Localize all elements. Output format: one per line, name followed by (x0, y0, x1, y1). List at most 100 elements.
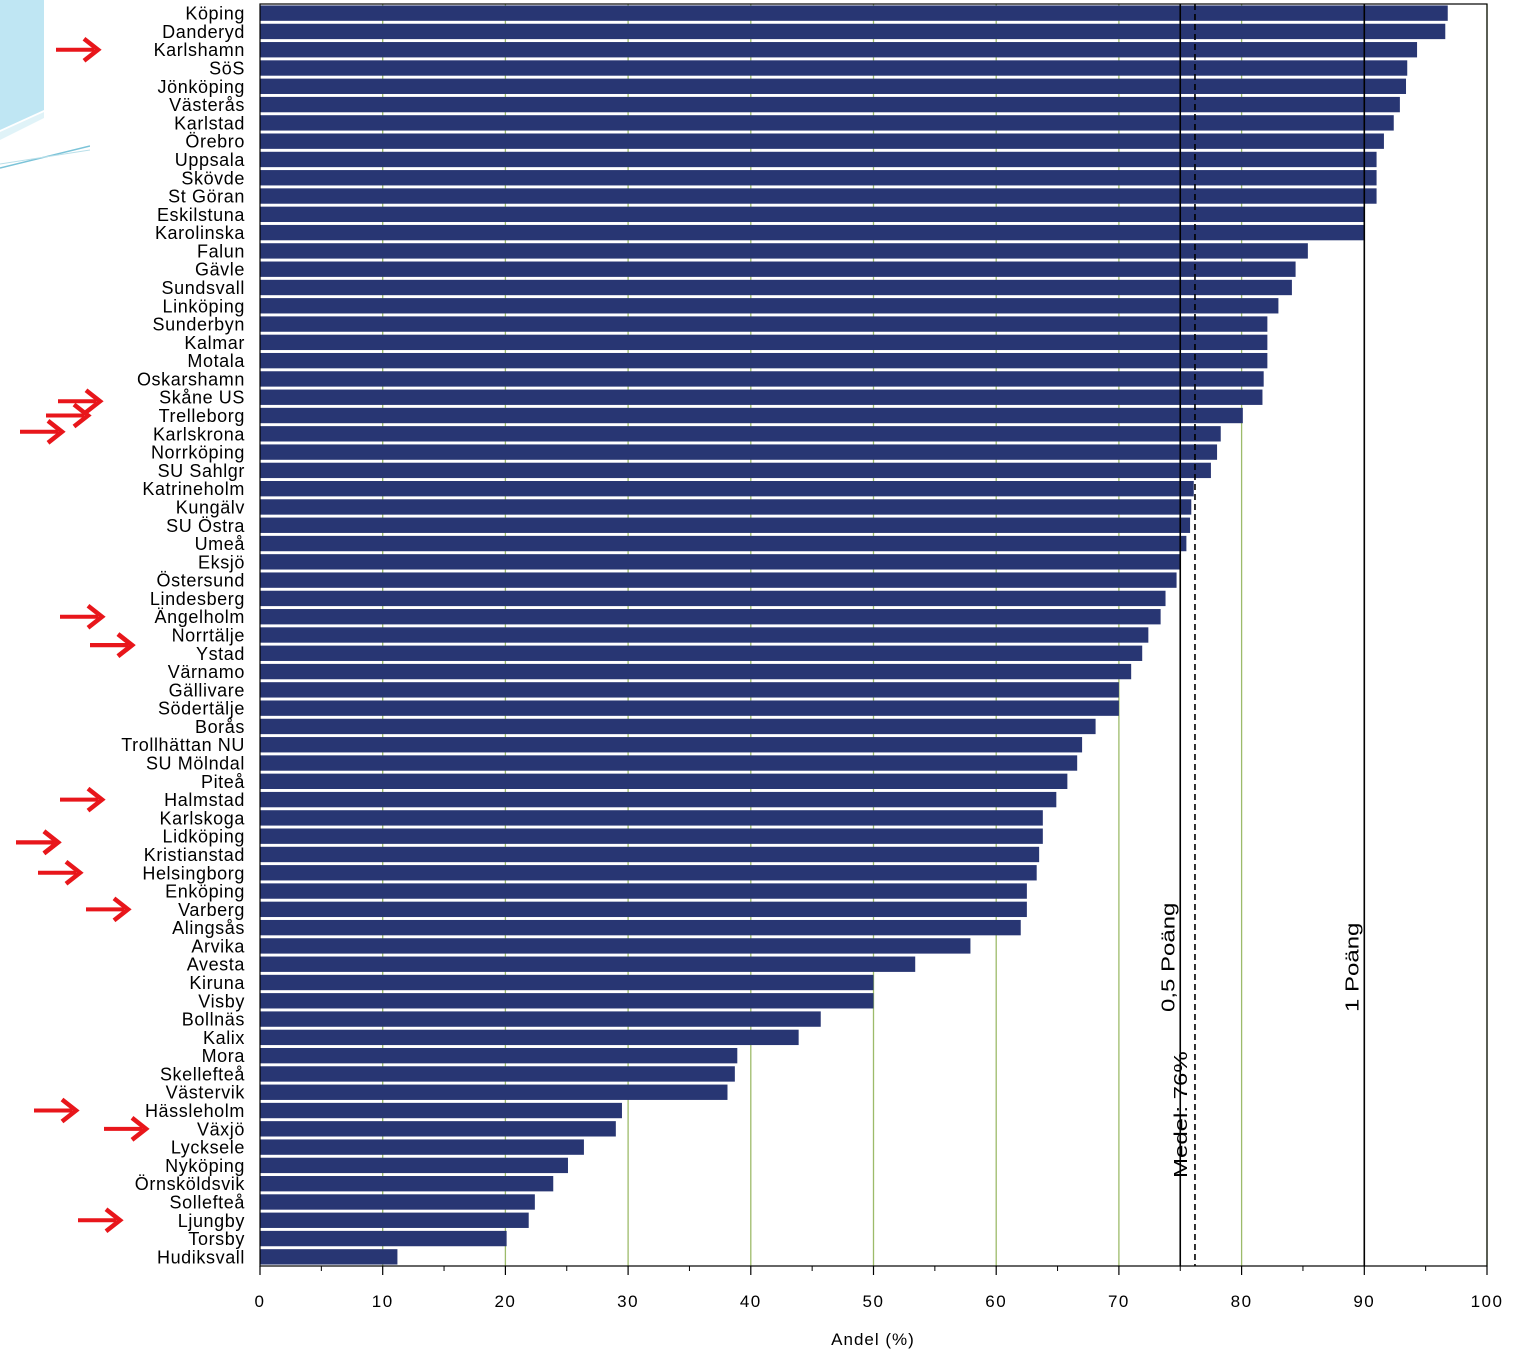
bar-19 (260, 352, 1268, 369)
bar-2 (260, 42, 1418, 58)
bar-3 (260, 60, 1408, 76)
category-label-38: Södertälje (158, 699, 245, 719)
category-label-6: Karlstad (174, 113, 245, 133)
highlight-arrow-6 (90, 632, 136, 659)
bar-59 (260, 1084, 728, 1100)
category-label-1: Danderyd (162, 22, 245, 42)
highlight-arrow-10 (38, 859, 84, 886)
category-label-8: Uppsala (175, 150, 246, 170)
category-label-59: Västervik (166, 1083, 246, 1103)
bar-56 (260, 1029, 799, 1046)
category-label-17: Sunderbyn (153, 315, 245, 335)
category-label-30: Eksjö (198, 552, 245, 572)
category-label-54: Visby (198, 991, 245, 1011)
category-label-4: Jönköping (158, 77, 245, 97)
x-tick-label-90: 90 (1353, 1292, 1375, 1311)
category-label-24: Norrköping (151, 443, 245, 463)
highlight-arrow-14 (78, 1207, 124, 1234)
bar-28 (260, 517, 1191, 533)
category-label-19: Motala (187, 351, 245, 371)
slide-decoration (0, 0, 90, 169)
bar-25 (260, 462, 1211, 479)
bar-52 (260, 956, 916, 972)
bar-10 (260, 188, 1377, 204)
bar-46 (260, 846, 1040, 863)
bar-68 (260, 1249, 398, 1265)
category-label-18: Kalmar (184, 333, 245, 353)
x-tick-label-60: 60 (985, 1292, 1007, 1311)
category-label-67: Torsby (188, 1229, 245, 1249)
bar-9 (260, 170, 1377, 186)
category-label-29: Umeå (195, 534, 246, 554)
category-label-39: Borås (195, 717, 245, 737)
bar-50 (260, 919, 1021, 936)
bar-58 (260, 1066, 735, 1082)
category-label-41: SU Mölndal (146, 754, 245, 774)
bar-6 (260, 115, 1394, 131)
x-axis-title: Andel (%) (831, 1330, 915, 1349)
reference-label-2: 1 Poäng (1342, 923, 1363, 1012)
bar-57 (260, 1047, 738, 1064)
category-label-5: Västerås (169, 95, 245, 115)
bar-12 (260, 224, 1365, 241)
bar-13 (260, 243, 1308, 259)
category-label-65: Sollefteå (170, 1192, 246, 1212)
x-tick-label-30: 30 (617, 1292, 639, 1311)
category-label-14: Gävle (195, 260, 245, 280)
x-tick-label-100: 100 (1471, 1292, 1504, 1311)
category-label-45: Lidköping (163, 827, 245, 847)
category-label-66: Ljungby (178, 1211, 245, 1231)
bar-49 (260, 901, 1027, 918)
bar-20 (260, 371, 1264, 387)
category-label-50: Alingsås (172, 918, 245, 938)
category-label-40: Trollhättan NU (121, 735, 245, 755)
bar-45 (260, 828, 1043, 844)
bar-67 (260, 1230, 507, 1247)
bar-66 (260, 1212, 529, 1228)
bar-63 (260, 1157, 568, 1174)
bar-5 (260, 96, 1400, 113)
category-label-2: Karlshamn (154, 40, 245, 60)
bar-14 (260, 261, 1296, 277)
category-label-37: Gällivare (169, 680, 245, 700)
bar-17 (260, 316, 1268, 332)
category-label-21: Skåne US (159, 388, 245, 408)
reference-lines: 0,5 Poäng Medel: 76% 1 Poäng (1158, 4, 1366, 1266)
highlight-arrow-9 (16, 829, 62, 856)
reference-label-0: 0,5 Poäng (1158, 903, 1179, 1012)
category-label-7: Örebro (185, 132, 245, 152)
bar-26 (260, 480, 1194, 497)
bar-39 (260, 718, 1096, 735)
category-label-42: Piteå (201, 772, 245, 792)
category-label-46: Kristianstad (144, 845, 245, 865)
category-label-61: Växjö (197, 1119, 245, 1139)
category-label-20: Oskarshamn (137, 369, 245, 389)
bar-16 (260, 298, 1279, 314)
category-label-60: Hässleholm (145, 1101, 245, 1121)
highlight-arrow-1 (58, 388, 104, 415)
bar-24 (260, 444, 1218, 460)
category-label-64: Örnsköldsvik (135, 1174, 246, 1194)
bar-64 (260, 1176, 554, 1192)
category-label-33: Ängelholm (155, 607, 245, 627)
bar-11 (260, 206, 1365, 223)
category-label-13: Falun (197, 241, 245, 261)
category-label-49: Varberg (178, 900, 245, 920)
bar-32 (260, 590, 1166, 607)
bar-55 (260, 1011, 821, 1027)
highlight-arrow-7 (60, 786, 106, 813)
category-label-44: Karlskoga (160, 808, 246, 828)
bar-8 (260, 151, 1377, 168)
category-label-32: Lindesberg (150, 589, 245, 609)
bar-36 (260, 663, 1132, 680)
x-tick-label-10: 10 (372, 1292, 394, 1311)
bar-4 (260, 78, 1407, 94)
bar-37 (260, 682, 1119, 698)
category-label-53: Kiruna (189, 973, 245, 993)
bar-53 (260, 974, 874, 991)
category-label-36: Värnamo (168, 662, 245, 682)
category-label-9: Skövde (181, 168, 245, 188)
category-labels: KöpingDanderydKarlshamnSöSJönköpingVäste… (121, 4, 245, 1268)
category-label-35: Ystad (196, 644, 245, 664)
category-label-34: Norrtälje (172, 626, 245, 646)
